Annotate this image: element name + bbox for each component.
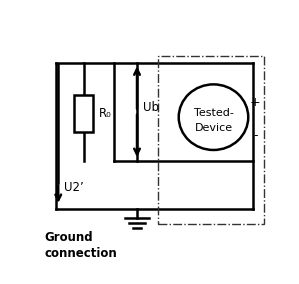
- Circle shape: [179, 84, 248, 150]
- Text: R₀: R₀: [99, 107, 112, 120]
- Text: U2’: U2’: [64, 181, 84, 194]
- Bar: [74, 95, 93, 132]
- Text: Ub: Ub: [143, 101, 159, 114]
- Text: Ground
connection: Ground connection: [44, 231, 117, 260]
- Text: -: -: [253, 129, 257, 142]
- Text: +: +: [250, 96, 260, 109]
- Text: Device: Device: [194, 123, 233, 133]
- Bar: [158, 56, 265, 224]
- Text: Tested-: Tested-: [193, 108, 234, 118]
